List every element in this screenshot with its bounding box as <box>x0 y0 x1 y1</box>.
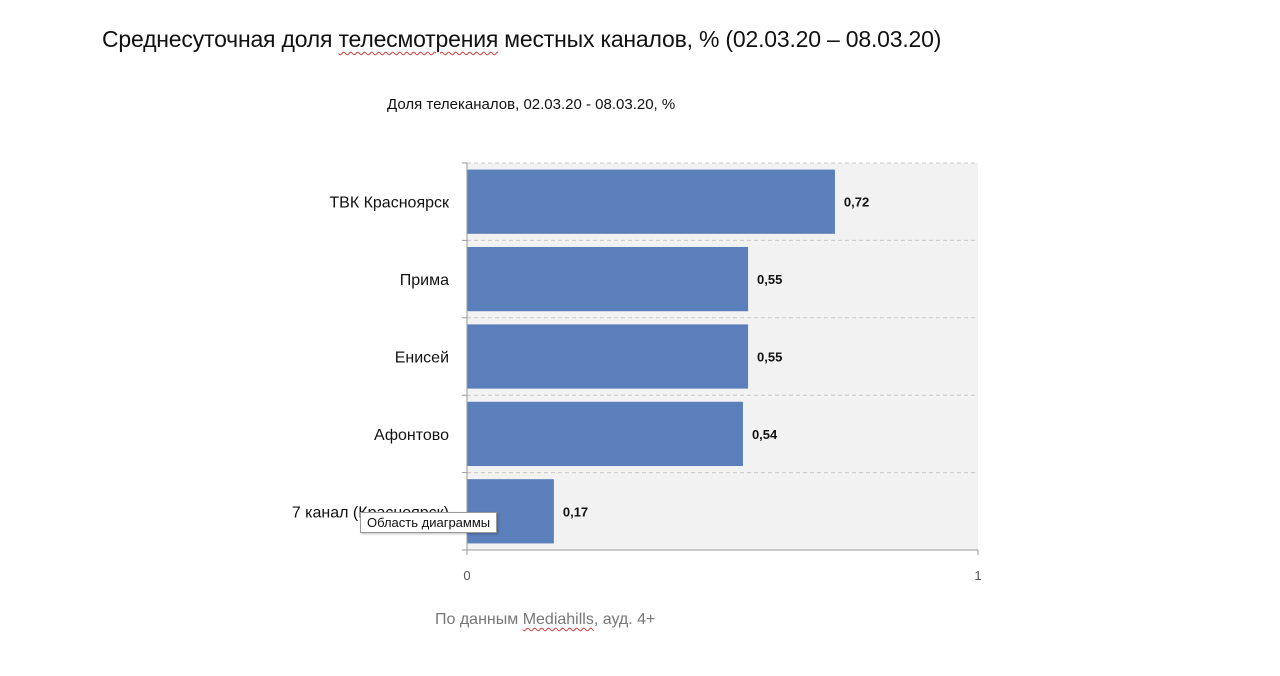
chart-area-tooltip: Область диаграммы <box>360 512 498 533</box>
bar[interactable] <box>467 324 749 389</box>
page-title-spellcheck-word: телесмотрения <box>338 26 499 52</box>
value-label: 0,55 <box>757 272 782 287</box>
bar[interactable] <box>467 246 749 312</box>
page-title-part-2: местных каналов, % (02.03.20 – 08.03.20) <box>498 26 942 52</box>
page-title: Среднесуточная доля телесмотрения местны… <box>102 26 941 53</box>
category-label: Афонтово <box>374 427 449 444</box>
category-label: Прима <box>400 272 449 289</box>
source-suffix: , ауд. 4+ <box>593 611 656 628</box>
source-note: По данным Mediahills, ауд. 4+ <box>435 611 655 629</box>
x-tick-label: 0 <box>463 568 470 583</box>
value-label: 0,17 <box>563 504 588 519</box>
source-prefix: По данным <box>435 611 523 628</box>
source-name: Mediahills <box>522 611 594 628</box>
bar[interactable] <box>467 169 835 234</box>
value-label: 0,54 <box>752 427 778 442</box>
category-label: Енисей <box>395 350 449 367</box>
category-label: ТВК Красноярск <box>329 195 450 212</box>
value-label: 0,72 <box>844 195 869 210</box>
chart-title: Доля телеканалов, 02.03.20 - 08.03.20, % <box>387 96 676 113</box>
bar[interactable] <box>467 401 743 467</box>
page-title-part-1: Среднесуточная доля <box>102 26 339 52</box>
x-tick-label: 1 <box>974 568 981 583</box>
value-label: 0,55 <box>757 350 782 365</box>
